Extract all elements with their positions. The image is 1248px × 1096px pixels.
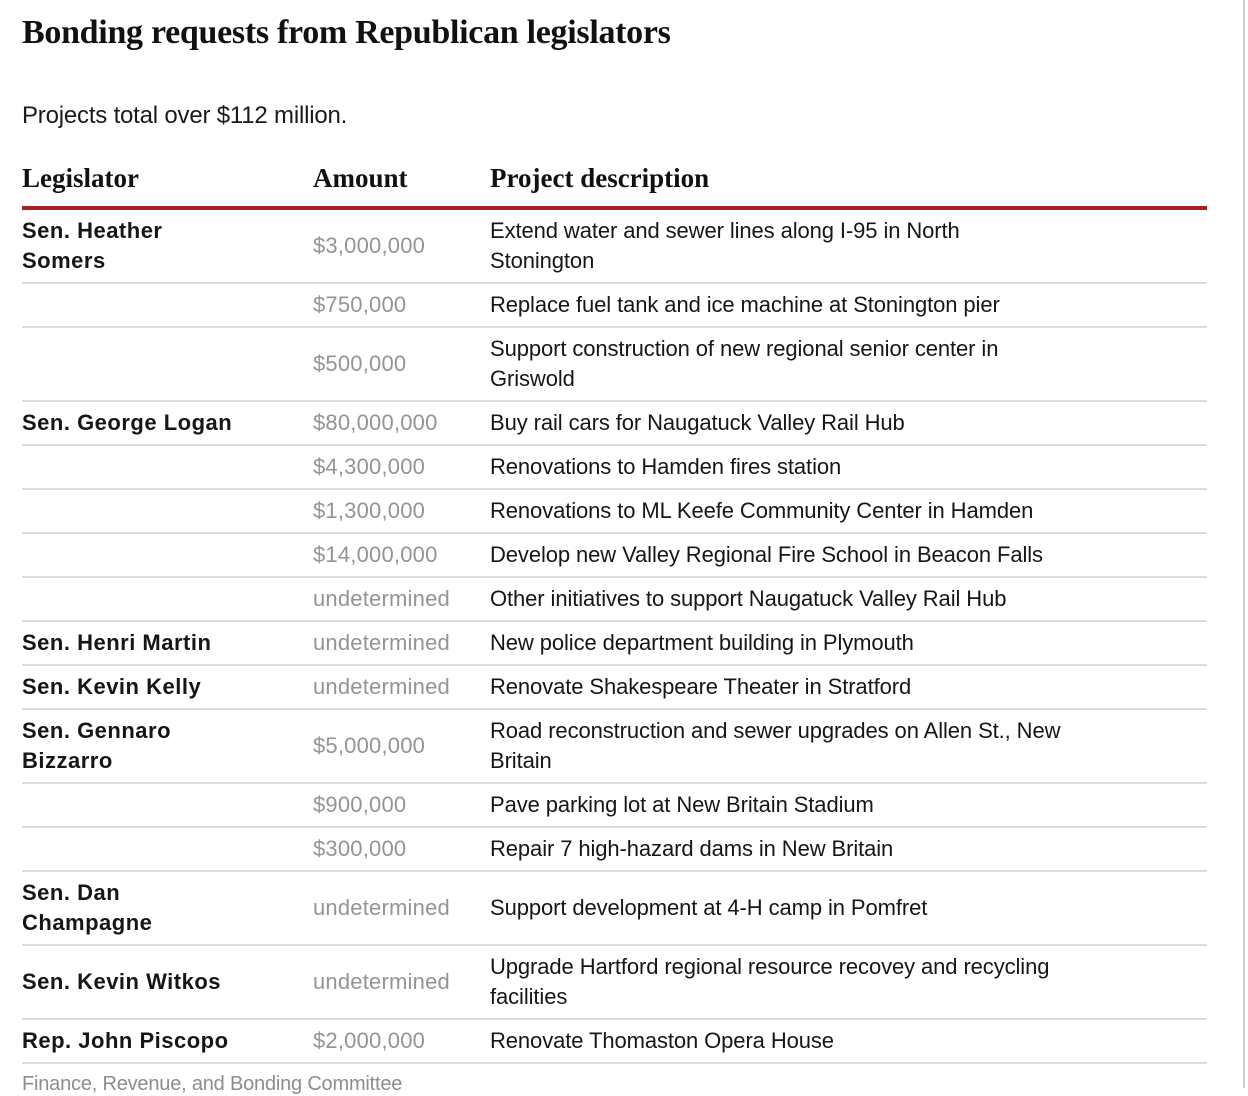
amount-cell: $750,000 [313,283,490,328]
column-header-project-description: Project description [490,162,1207,210]
legislator-cell [22,783,313,828]
legislator-cell [22,827,313,872]
legislator-cell: Sen. George Logan [22,401,313,446]
description-cell: Other initiatives to support Naugatuck V… [490,577,1207,622]
column-header-legislator: Legislator [22,162,313,210]
table-row: $1,300,000 Renovations to ML Keefe Commu… [22,489,1207,534]
table-header-row: Legislator Amount Project description [22,162,1207,210]
table-row: Sen. George Logan $80,000,000 Buy rail c… [22,401,1207,446]
description-cell: Repair 7 high-hazard dams in New Britain [490,827,1207,872]
legislator-cell: Sen. Gennaro Bizzarro [22,709,313,784]
legislator-cell: Sen. Heather Somers [22,208,313,284]
table-row: Sen. Henri Martin undetermined New polic… [22,621,1207,666]
legislator-cell [22,283,313,328]
description-cell: Extend water and sewer lines along I-95 … [490,208,1207,284]
legislator-cell: Rep. John Piscopo [22,1019,313,1064]
legislator-cell: Sen. Dan Champagne [22,871,313,946]
table-row: Sen. Dan Champagne undetermined Support … [22,871,1207,946]
table-body: Sen. Heather Somers $3,000,000 Extend wa… [22,208,1207,1064]
description-cell: Renovate Shakespeare Theater in Stratfor… [490,665,1207,710]
legislator-cell [22,533,313,578]
table-row: $14,000,000 Develop new Valley Regional … [22,533,1207,578]
page-subtitle: Projects total over $112 million. [22,102,348,129]
description-cell: Road reconstruction and sewer upgrades o… [490,709,1207,784]
description-cell: Develop new Valley Regional Fire School … [490,533,1207,578]
page-title: Bonding requests from Republican legisla… [22,14,671,51]
amount-cell: $1,300,000 [313,489,490,534]
legislator-cell: Sen. Kevin Kelly [22,665,313,710]
amount-cell: $900,000 [313,783,490,828]
table-row: $300,000 Repair 7 high-hazard dams in Ne… [22,827,1207,872]
description-cell: New police department building in Plymou… [490,621,1207,666]
amount-cell: $2,000,000 [313,1019,490,1064]
table-row: $4,300,000 Renovations to Hamden fires s… [22,445,1207,490]
description-cell: Support development at 4-H camp in Pomfr… [490,871,1207,946]
amount-cell: undetermined [313,665,490,710]
description-cell: Upgrade Hartford regional resource recov… [490,945,1207,1020]
amount-cell: $300,000 [313,827,490,872]
table-row: undetermined Other initiatives to suppor… [22,577,1207,622]
legislator-cell [22,489,313,534]
description-cell: Replace fuel tank and ice machine at Sto… [490,283,1207,328]
table-row: $750,000 Replace fuel tank and ice machi… [22,283,1207,328]
table-row: Sen. Kevin Witkos undetermined Upgrade H… [22,945,1207,1020]
description-cell: Pave parking lot at New Britain Stadium [490,783,1207,828]
amount-cell: $80,000,000 [313,401,490,446]
table-row: Sen. Heather Somers $3,000,000 Extend wa… [22,208,1207,284]
amount-cell: $500,000 [313,327,490,402]
column-header-amount: Amount [313,162,490,210]
amount-cell: $14,000,000 [313,533,490,578]
amount-cell: undetermined [313,871,490,946]
description-cell: Renovations to ML Keefe Community Center… [490,489,1207,534]
description-cell: Renovations to Hamden fires station [490,445,1207,490]
description-cell: Renovate Thomaston Opera House [490,1019,1207,1064]
table-row: Rep. John Piscopo $2,000,000 Renovate Th… [22,1019,1207,1064]
frame-right-border-line [1243,0,1245,1088]
table-row: $900,000 Pave parking lot at New Britain… [22,783,1207,828]
legislator-cell: Sen. Henri Martin [22,621,313,666]
data-table: Legislator Amount Project description Se… [22,162,1207,1064]
legislator-cell [22,445,313,490]
amount-cell: $5,000,000 [313,709,490,784]
amount-cell: $4,300,000 [313,445,490,490]
table-row: Sen. Kevin Kelly undetermined Renovate S… [22,665,1207,710]
description-cell: Support construction of new regional sen… [490,327,1207,402]
amount-cell: undetermined [313,945,490,1020]
amount-cell: $3,000,000 [313,208,490,284]
legislator-cell: Sen. Kevin Witkos [22,945,313,1020]
legislator-cell [22,577,313,622]
amount-cell: undetermined [313,621,490,666]
amount-cell: undetermined [313,577,490,622]
table-footnote: Finance, Revenue, and Bonding Committee [22,1073,403,1095]
description-cell: Buy rail cars for Naugatuck Valley Rail … [490,401,1207,446]
legislator-cell [22,327,313,402]
table-row: $500,000 Support construction of new reg… [22,327,1207,402]
table-row: Sen. Gennaro Bizzarro $5,000,000 Road re… [22,709,1207,784]
